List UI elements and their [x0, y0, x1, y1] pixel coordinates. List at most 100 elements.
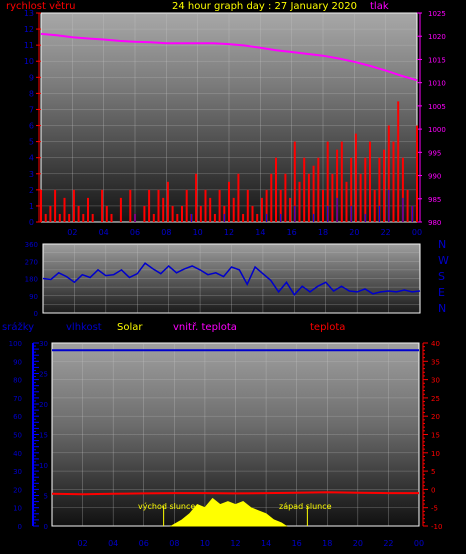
- weather-chart-hour-label: 20: [353, 539, 363, 548]
- wind-speed-tick-label: 10: [24, 57, 34, 66]
- pressure-series-line: [40, 32, 418, 82]
- humidity-tick-label: 50: [13, 432, 22, 440]
- temperature-label: teplota: [310, 322, 345, 333]
- pressure-tick-label: 1025: [428, 10, 446, 18]
- wind-speed-tick-label: 12: [24, 25, 34, 34]
- rain-label: srážky: [2, 321, 34, 333]
- humidity-label: vlhkost: [66, 322, 102, 333]
- compass-n-bottom: N: [438, 302, 446, 315]
- pressure-tick-label: 1005: [428, 103, 446, 111]
- wind-chart-hour-label: 22: [381, 228, 391, 237]
- wind-chart-hour-label: 02: [67, 228, 77, 237]
- temp-series-line: [51, 491, 419, 496]
- wind-speed-tick-label: 1: [29, 202, 34, 211]
- compass-w: W: [438, 254, 449, 267]
- humidity-tick-label: 80: [13, 377, 22, 385]
- wind-speed-tick-label: 4: [29, 154, 34, 163]
- direction-tick-label: 0: [34, 310, 38, 318]
- weather-chart-hour-label: 14: [261, 539, 271, 548]
- sunset-label: západ slunce: [279, 502, 332, 511]
- wind-chart-hour-label: 16: [287, 228, 297, 237]
- temperature-tick-label: -10: [431, 523, 442, 531]
- temperature-tick-label: 35: [431, 358, 440, 366]
- temperature-tick-label: 30: [431, 377, 440, 385]
- compass-e: E: [438, 286, 445, 299]
- wind-speed-tick-label: 9: [29, 73, 34, 82]
- wind-speed-tick-label: 13: [24, 9, 34, 18]
- wind-chart-hour-label: 14: [255, 228, 265, 237]
- wind-speed-tick-label: 5: [29, 138, 34, 147]
- pressure-tick-label: 1010: [428, 80, 446, 88]
- indoor-temp-label: vnitř. teplota: [173, 321, 237, 333]
- pressure-tick-label: 985: [428, 196, 441, 204]
- weather-chart-hour-label: 10: [200, 539, 210, 548]
- wind-chart-hour-label: 12: [224, 228, 234, 237]
- compass-labels: N W S E N: [438, 238, 449, 315]
- solar-label: Solar: [117, 322, 143, 333]
- temperature-tick-label: 10: [431, 450, 440, 458]
- humidity-tick-label: 10: [13, 505, 22, 513]
- wind-speed-tick-label: 3: [29, 170, 34, 179]
- direction-tick-label: 270: [25, 258, 38, 266]
- pressure-tick-label: 1020: [428, 33, 446, 41]
- weather-chart-hour-label: 02: [77, 539, 87, 548]
- humidity-tick-label: 30: [13, 468, 22, 476]
- temperature-tick-label: 0: [431, 486, 435, 494]
- solar-tick-label: 5: [44, 493, 48, 501]
- weather-chart-hour-label: 18: [322, 539, 332, 548]
- pressure-tick-label: 1000: [428, 126, 446, 134]
- wind-speed-label: rychlost větru: [6, 0, 76, 12]
- wind-speed-tick-label: 6: [29, 122, 34, 131]
- weather-chart-hour-label: 08: [169, 539, 179, 548]
- direction-tick-label: 360: [25, 241, 38, 249]
- weather-chart-hour-label: 22: [383, 539, 393, 548]
- solar-tick-label: 20: [39, 401, 48, 409]
- wind-speed-tick-label: 8: [29, 89, 34, 98]
- wind-chart-hour-label: 04: [99, 228, 109, 237]
- pressure-tick-label: 980: [428, 219, 441, 227]
- weather-chart-hour-label: 16: [292, 539, 302, 548]
- compass-n-top: N: [438, 238, 446, 251]
- wind-speed-tick-label: 2: [29, 186, 34, 195]
- humidity-tick-label: 70: [13, 395, 22, 403]
- pressure-tick-label: 995: [428, 149, 441, 157]
- pressure-tick-label: 990: [428, 173, 441, 181]
- direction-tick-label: 90: [29, 293, 38, 301]
- wind-speed-tick-label: 7: [29, 105, 34, 114]
- solar-tick-label: 15: [39, 432, 48, 440]
- weather-chart-hour-label: 04: [108, 539, 118, 548]
- temperature-tick-label: 15: [431, 432, 440, 440]
- weather-chart-hour-label: 12: [230, 539, 240, 548]
- wind-chart-hour-label: 10: [193, 228, 203, 237]
- solar-tick-label: 0: [44, 523, 48, 531]
- wind-speed-tick-label: 11: [24, 41, 34, 50]
- compass-s: S: [438, 270, 445, 283]
- solar-tick-label: 25: [39, 371, 48, 379]
- weather-chart-hour-label: 06: [139, 539, 149, 548]
- wind-chart-hour-label: 20: [349, 228, 359, 237]
- direction-tick-label: 180: [25, 276, 38, 284]
- wind-direction-series-line: [42, 262, 421, 297]
- weather-chart-hour-label: 00: [414, 539, 424, 548]
- humidity-tick-label: 90: [13, 358, 22, 366]
- temperature-tick-label: 25: [431, 395, 440, 403]
- wind-chart-hour-label: 08: [161, 228, 171, 237]
- solar-series-area: [169, 497, 288, 527]
- humidity-tick-label: 20: [13, 486, 22, 494]
- sunrise-label: východ slunce: [138, 502, 195, 511]
- humidity-tick-label: 60: [13, 413, 22, 421]
- temperature-tick-label: 40: [431, 340, 440, 348]
- humidity-tick-label: 0: [18, 523, 22, 531]
- wind-speed-tick-label: 0: [29, 218, 34, 227]
- wind-chart-hour-label: 00: [412, 228, 422, 237]
- solar-tick-label: 10: [39, 462, 48, 470]
- humidity-tick-label: 40: [13, 450, 22, 458]
- temperature-tick-label: 20: [431, 413, 440, 421]
- pressure-label: tlak: [370, 1, 389, 12]
- humidity-tick-label: 100: [9, 340, 22, 348]
- temperature-tick-label: 5: [431, 468, 435, 476]
- chart-title: 24 hour graph day : 27 January 2020: [172, 1, 357, 12]
- wind-chart-hour-label: 06: [130, 228, 140, 237]
